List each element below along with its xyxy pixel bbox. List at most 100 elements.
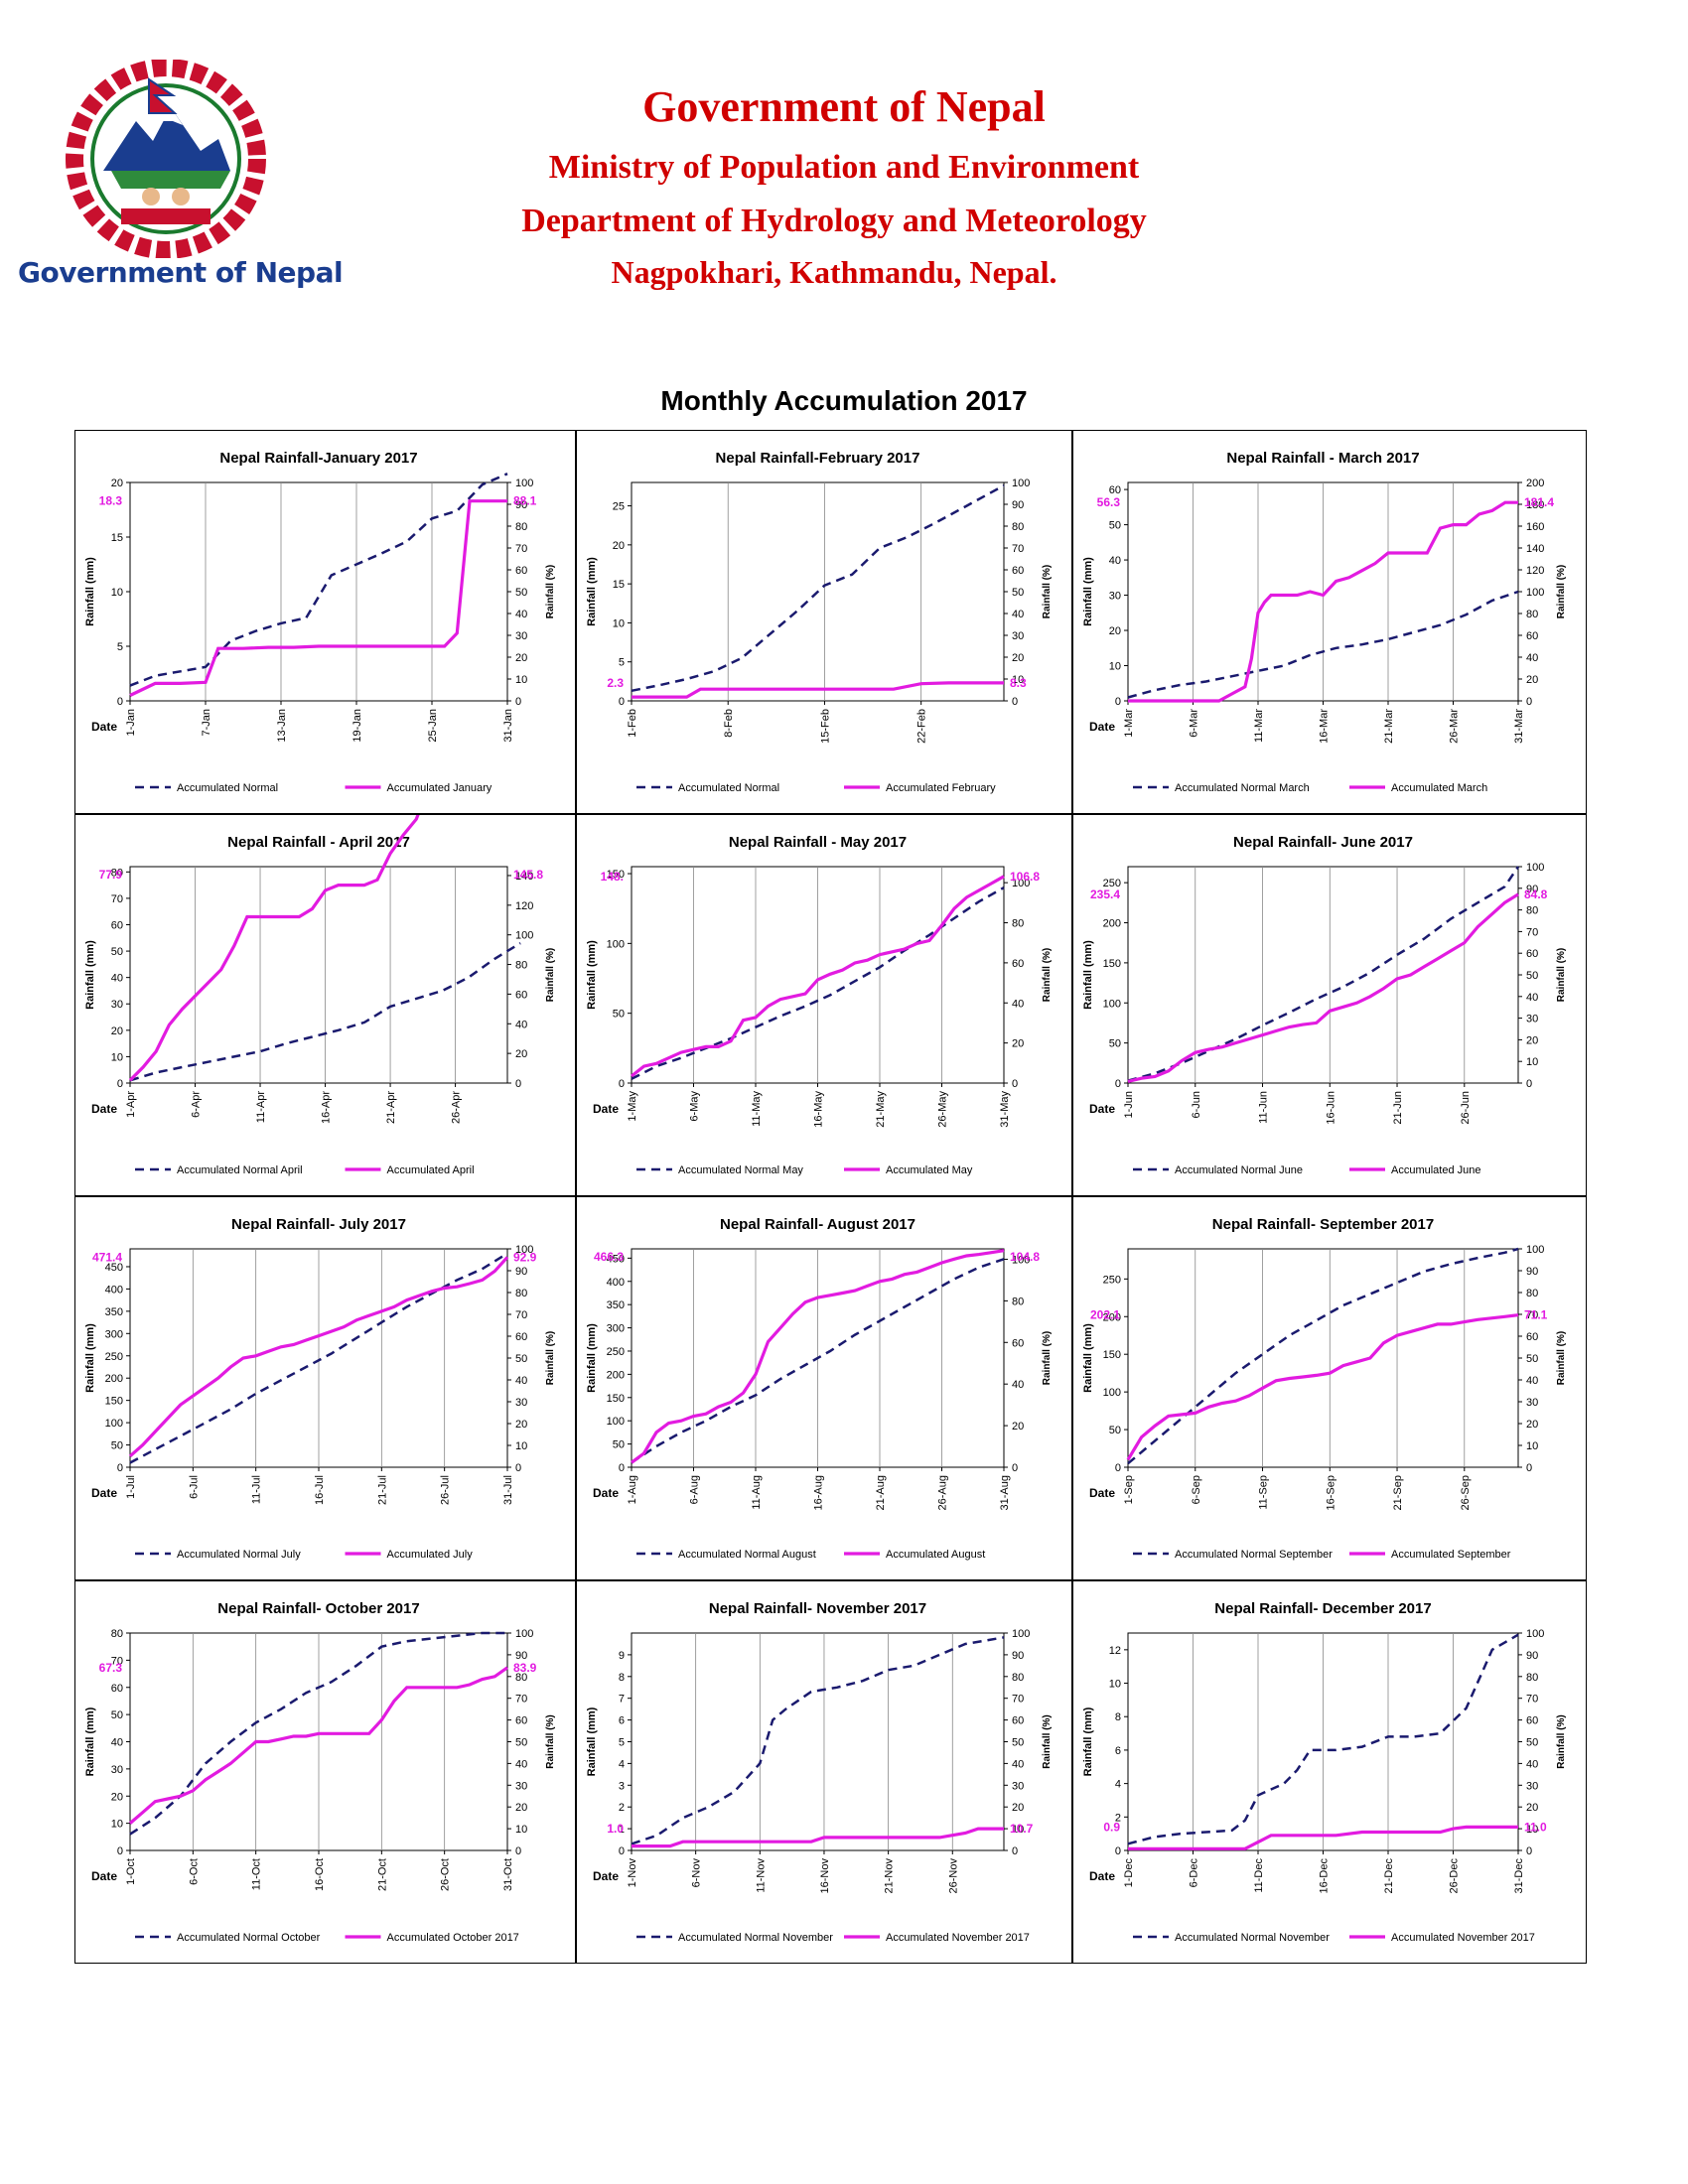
y2-tick-label: 70: [1526, 1309, 1538, 1321]
x-tick-label: 16-Dec: [1319, 1858, 1331, 1894]
y-tick-label: 300: [607, 1323, 625, 1335]
series-line-normal: [1127, 1633, 1519, 1845]
y-tick-label: 0: [117, 1845, 123, 1857]
y2-tick-label: 60: [1012, 958, 1024, 970]
y-tick-label: 40: [111, 973, 123, 985]
y2-tick-label: 100: [1526, 1628, 1544, 1640]
y-tick-label: 9: [619, 1650, 625, 1662]
chart-panel: Nepal Rainfall- October 2017 1-Oct 6-Oct 11…: [74, 1580, 576, 1964]
x-tick-label: 15-Feb: [819, 709, 831, 744]
y-axis-label: Rainfall (mm): [1082, 1323, 1094, 1393]
x-axis-label: Date: [91, 1102, 117, 1116]
x-tick-label: 1-Mar: [1123, 709, 1135, 738]
chart-title: Nepal Rainfall - April 2017: [227, 834, 410, 851]
y2-axis-label: Rainfall (%): [1556, 565, 1567, 618]
y2-tick-label: 50: [515, 1737, 527, 1749]
chart-title: Nepal Rainfall- August 2017: [720, 1216, 915, 1233]
y2-tick-label: 100: [1012, 878, 1030, 889]
y2-axis-label: Rainfall (%): [545, 1714, 556, 1768]
x-tick-label: 7-Jan: [201, 709, 212, 737]
x-tick-label: 31-Jul: [502, 1475, 514, 1505]
x-axis-label: Date: [593, 1486, 619, 1500]
y-axis-label: Rainfall (mm): [1082, 1706, 1094, 1776]
y-tick-label: 100: [607, 1416, 625, 1428]
legend-label: Accumulated Normal November: [1175, 1932, 1330, 1944]
y-axis-label: Rainfall (mm): [586, 557, 598, 626]
y2-tick-label: 80: [515, 1288, 527, 1299]
chart-panel: Nepal Rainfall-February 2017 1-Feb 8-Feb 15…: [576, 430, 1072, 814]
y2-tick-label: 0: [1012, 696, 1018, 708]
y2-axis-label: Rainfall (%): [1042, 948, 1053, 1002]
x-tick-label: 21-Sep: [1392, 1475, 1404, 1510]
x-tick-label: 11-Apr: [255, 1091, 267, 1124]
legend-label: Accumulated August: [886, 1549, 985, 1561]
value-label-left: 0.9: [1103, 1820, 1120, 1834]
series-line-actual: [1128, 500, 1518, 703]
value-label-right: 84.8: [1524, 887, 1548, 901]
value-label-left: 471.4: [92, 1250, 122, 1264]
y2-tick-label: 60: [515, 565, 527, 577]
y-tick-label: 80: [111, 867, 123, 879]
x-tick-label: 6-May: [689, 1091, 701, 1122]
chart-title: Nepal Rainfall- October 2017: [217, 1600, 419, 1617]
x-tick-label: 6-Sep: [1191, 1475, 1202, 1504]
chart-panel: Nepal Rainfall - March 2017 1-Mar 6-Mar 11-…: [1072, 430, 1587, 814]
x-tick-label: 1-Aug: [627, 1475, 638, 1504]
x-tick-label: 31-Jan: [502, 709, 514, 743]
x-tick-label: 16-Sep: [1325, 1475, 1336, 1510]
y2-tick-label: 60: [515, 1715, 527, 1727]
y-tick-label: 0: [117, 1078, 123, 1090]
y2-tick-label: 20: [1526, 1802, 1538, 1814]
legend-label: Accumulated September: [1391, 1549, 1511, 1561]
y-tick-label: 50: [613, 1439, 625, 1451]
y2-tick-label: 70: [515, 1309, 527, 1321]
chart-title: Nepal Rainfall- November 2017: [709, 1600, 926, 1617]
x-tick-label: 1-May: [627, 1091, 638, 1122]
legend-label: Accumulated Normal July: [177, 1549, 301, 1561]
series-line-normal: [129, 473, 508, 687]
y-tick-label: 0: [1115, 1462, 1121, 1474]
y2-tick-label: 70: [515, 543, 527, 555]
x-tick-label: 11-Sep: [1258, 1475, 1270, 1510]
value-label-right: 88.1: [513, 494, 537, 508]
y2-tick-label: 40: [515, 609, 527, 620]
x-tick-label: 22-Feb: [916, 709, 928, 744]
y-tick-label: 0: [1115, 1078, 1121, 1090]
x-tick-label: 16-Oct: [314, 1858, 326, 1891]
series-line-normal: [631, 484, 1005, 693]
x-tick-label: 26-Jul: [440, 1475, 452, 1505]
y-tick-label: 200: [607, 1369, 625, 1381]
y-tick-label: 40: [111, 1737, 123, 1749]
x-tick-label: 21-Aug: [875, 1475, 887, 1510]
value-label-left: 77.9: [99, 868, 123, 882]
y2-tick-label: 100: [515, 1628, 533, 1640]
x-tick-label: 6-Jul: [188, 1475, 200, 1499]
chart-svg: Nepal Rainfall- September 2017 1-Sep 6-Sep…: [1082, 1216, 1567, 1561]
y2-axis-label: Rainfall (%): [1556, 948, 1567, 1002]
chart-title: Nepal Rainfall- December 2017: [1214, 1600, 1431, 1617]
y2-tick-label: 10: [515, 1824, 527, 1836]
y2-tick-label: 10: [515, 1440, 527, 1452]
x-tick-label: 11-Dec: [1253, 1858, 1265, 1893]
y2-axis-label: Rainfall (%): [545, 948, 556, 1002]
x-tick-label: 26-Nov: [947, 1858, 959, 1894]
y2-tick-label: 140: [1526, 543, 1544, 555]
y2-tick-label: 30: [1526, 1397, 1538, 1409]
y2-tick-label: 10: [1012, 1824, 1024, 1836]
y-tick-label: 12: [1109, 1645, 1121, 1657]
x-tick-label: 11-Jun: [1258, 1091, 1270, 1124]
y-tick-label: 4: [1115, 1779, 1121, 1791]
chart-title: Nepal Rainfall- September 2017: [1212, 1216, 1434, 1233]
y2-tick-label: 40: [1012, 609, 1024, 620]
y-axis-label: Rainfall (mm): [1082, 557, 1094, 626]
y2-tick-label: 0: [1012, 1845, 1018, 1857]
y2-tick-label: 60: [1526, 948, 1538, 960]
y2-tick-label: 20: [515, 652, 527, 664]
y2-tick-label: 0: [1526, 1078, 1532, 1090]
y-tick-label: 60: [1109, 484, 1121, 496]
plot-area: [631, 1632, 1005, 1851]
x-tick-label: 21-Apr: [385, 1091, 397, 1124]
chart-svg: Nepal Rainfall - March 2017 1-Mar 6-Mar 11-…: [1082, 450, 1567, 794]
y2-tick-label: 60: [515, 1331, 527, 1343]
value-label-right: 106.8: [1010, 870, 1040, 884]
